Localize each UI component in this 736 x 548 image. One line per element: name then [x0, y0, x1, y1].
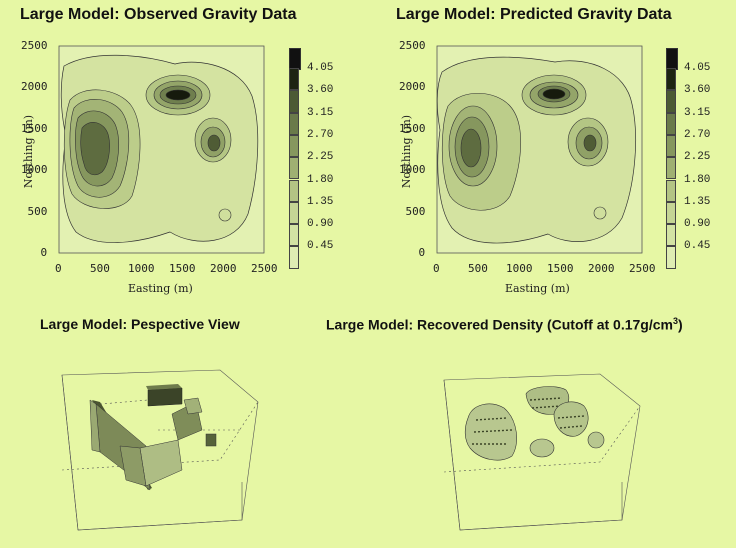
colorbar-label: 0.90: [307, 218, 334, 231]
colorbar-segment: [289, 246, 299, 269]
colorbar-label: 0.90: [684, 218, 711, 231]
colorbar-segment: [666, 179, 676, 202]
colorbar-label: 4.05: [684, 62, 711, 74]
colorbar-label: 3.60: [684, 84, 711, 97]
y-tick-label: 500: [27, 204, 48, 218]
recovered-title: Large Model: Recovered Density (Cutoff a…: [326, 316, 683, 333]
x-tick-label: 2500: [629, 262, 656, 275]
colorbar-label: 1.35: [307, 195, 334, 208]
colorbar-label: 4.05: [307, 62, 334, 74]
colorbar-label: 0.45: [684, 240, 711, 253]
colorbar-segment: [666, 134, 676, 158]
colorbar-segment: [289, 68, 299, 91]
y-tick-label: 1500: [399, 121, 426, 135]
predicted-title: Large Model: Predicted Gravity Data: [396, 6, 672, 23]
colorbar-label: 1.80: [307, 173, 334, 186]
colorbar-label: 2.25: [307, 151, 334, 164]
colorbar-label: 2.70: [307, 128, 334, 141]
colorbar-label: 3.60: [307, 84, 334, 97]
colorbar-label: 3.15: [307, 106, 334, 119]
observed-xlabel: Easting (m): [128, 282, 193, 295]
colorbar-segment: [289, 112, 299, 135]
colorbar-segment: [666, 112, 676, 135]
x-tick-label: 1500: [169, 262, 196, 275]
perspective-title: Large Model: Pespective View: [40, 316, 240, 332]
colorbar-segment: [666, 48, 678, 70]
x-tick-label: 1000: [128, 262, 155, 275]
colorbar-label: 3.15: [684, 106, 711, 119]
colorbar-segment: [666, 68, 676, 91]
x-tick-label: 2000: [210, 262, 237, 275]
colorbar-segment: [666, 224, 676, 247]
predicted-xlabel: Easting (m): [505, 282, 570, 295]
x-tick-label: 0: [55, 262, 62, 275]
colorbar-label: 0.45: [307, 240, 334, 253]
colorbar-segment: [289, 201, 299, 225]
x-tick-label: 0: [433, 262, 440, 275]
recovered-density-view: [443, 373, 641, 531]
y-tick-label: 1500: [21, 121, 48, 135]
colorbar-segment: [666, 246, 676, 269]
colorbar-label: 2.70: [684, 128, 711, 141]
colorbar-segment: [289, 179, 299, 202]
colorbar-segment: [289, 224, 299, 247]
x-tick-label: 2000: [588, 262, 615, 275]
colorbar-label: 1.35: [684, 195, 711, 208]
x-tick-label: 1000: [506, 262, 533, 275]
colorbar-segment: [666, 201, 676, 225]
colorbar-segment: [289, 48, 301, 70]
y-tick-label: 1000: [399, 163, 426, 177]
x-tick-label: 1500: [547, 262, 574, 275]
y-tick-label: 0: [40, 246, 48, 259]
y-tick-label: 2000: [21, 80, 48, 94]
x-tick-label: 500: [90, 262, 110, 275]
colorbar-segment: [289, 157, 299, 180]
y-tick-label: 0: [418, 246, 426, 259]
recovered-bodies: [464, 386, 605, 461]
y-tick-label: 500: [405, 204, 426, 218]
colorbar-segment: [289, 90, 299, 113]
y-tick-label: 2500: [21, 39, 48, 52]
predicted-contour-map: [436, 45, 643, 254]
x-tick-label: 2500: [251, 262, 278, 275]
colorbar-segment: [289, 134, 299, 158]
y-tick-label: 1000: [21, 163, 48, 177]
y-tick-label: 2000: [399, 80, 426, 94]
perspective-bodies: [89, 384, 217, 491]
observed-title: Large Model: Observed Gravity Data: [20, 6, 297, 23]
perspective-view: [61, 369, 259, 531]
colorbar-segment: [666, 157, 676, 180]
colorbar-label: 2.25: [684, 151, 711, 164]
colorbar-segment: [666, 90, 676, 113]
y-tick-label: 2500: [399, 39, 426, 52]
colorbar-label: 1.80: [684, 173, 711, 186]
observed-contour-map: [58, 45, 265, 254]
x-tick-label: 500: [468, 262, 488, 275]
